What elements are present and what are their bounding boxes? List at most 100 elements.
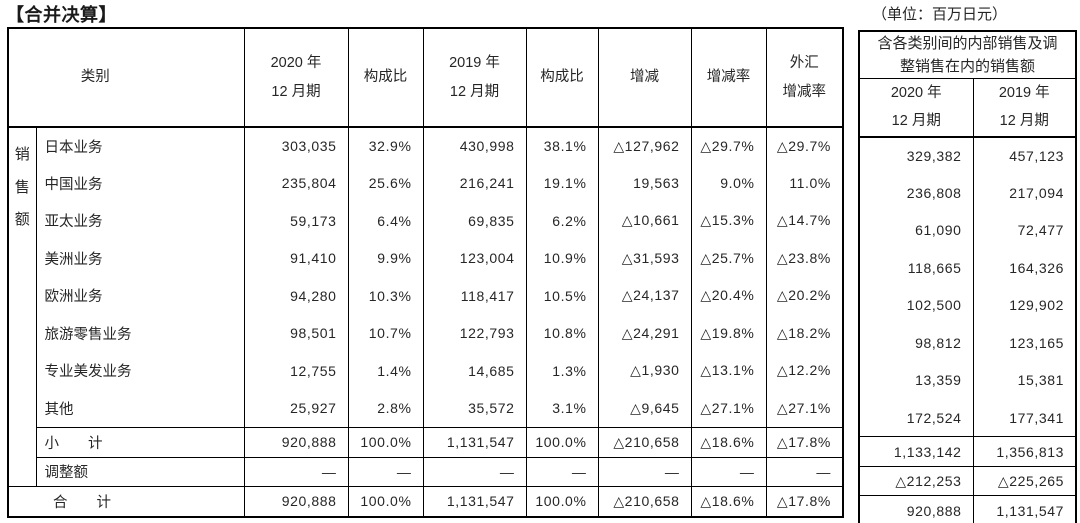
table-row-americas: 美洲业务 91,410 9.9% 123,004 10.9% △31,593 △… bbox=[8, 239, 844, 277]
ratio-2020-cell: 2.8% bbox=[347, 389, 424, 427]
header-2020-period: 2020 年 12 月期 bbox=[243, 28, 349, 128]
ratio-2019-cell: — bbox=[525, 456, 599, 486]
rt-row-europe: 102,500 129,902 bbox=[858, 286, 1077, 325]
category-cell: 旅游零售业务 bbox=[35, 314, 245, 352]
fx-rate-cell: △23.8% bbox=[765, 239, 844, 277]
change-rate-cell: — bbox=[690, 456, 767, 486]
unit-label: （单位：百万日元） bbox=[872, 6, 1008, 23]
fx-rate-cell: △18.2% bbox=[765, 314, 844, 352]
rt-2020-cell: 98,812 bbox=[858, 324, 974, 362]
sales-group-char: 额 bbox=[14, 211, 30, 228]
fx-rate-cell: △14.7% bbox=[765, 202, 844, 240]
category-cell: 小 计 bbox=[35, 426, 245, 457]
table-row-other: 其他 25,927 2.8% 35,572 3.1% △9,645 △27.1%… bbox=[8, 389, 844, 427]
rt-2019-cell: 457,123 bbox=[972, 136, 1077, 175]
rt-2020-cell: 920,888 bbox=[858, 495, 974, 523]
rt-row-asia-pacific: 61,090 72,477 bbox=[858, 211, 1077, 250]
fx-rate-cell: △17.8% bbox=[765, 485, 844, 517]
change-cell: △24,137 bbox=[597, 277, 692, 315]
value-2020-cell: 920,888 bbox=[243, 485, 349, 517]
sales-group-char: 销 bbox=[14, 146, 30, 163]
category-cell: 合 计 bbox=[7, 485, 245, 517]
rt-row-adjustment: △212,253 △225,265 bbox=[858, 466, 1077, 496]
change-rate-cell: △19.8% bbox=[690, 314, 767, 352]
rt-row-americas: 118,665 164,326 bbox=[858, 249, 1077, 287]
rt-2019-cell: 1,131,547 bbox=[972, 495, 1077, 523]
category-cell: 其他 bbox=[35, 389, 245, 427]
change-cell: △31,593 bbox=[597, 239, 692, 277]
ratio-2019-cell: 10.9% bbox=[525, 239, 599, 277]
value-2019-cell: 122,793 bbox=[422, 314, 527, 352]
table-row-total: 合 计 920,888 100.0% 1,131,547 100.0% △210… bbox=[7, 485, 844, 517]
rt-2020-cell: 61,090 bbox=[858, 211, 974, 250]
page-title: 【合并决算】 bbox=[6, 5, 117, 25]
ratio-2019-cell: 3.1% bbox=[525, 389, 599, 427]
internal-sales-table: 含各类别间的内部销售及调 整销售在内的销售额 2020 年 12 月期 2019… bbox=[858, 30, 1078, 523]
value-2019-cell: 1,131,547 bbox=[422, 485, 527, 517]
change-cell: △210,658 bbox=[597, 485, 692, 517]
value-2020-cell: 59,173 bbox=[243, 202, 349, 240]
rt-2020-cell: 102,500 bbox=[858, 286, 974, 325]
table-row-europe: 欧洲业务 94,280 10.3% 118,417 10.5% △24,137 … bbox=[8, 277, 844, 315]
change-cell: — bbox=[597, 456, 692, 486]
value-2020-cell: 91,410 bbox=[243, 239, 349, 277]
table-row-japan: 销 售 额 日本业务 303,035 32.9% 430,998 38.1% △… bbox=[7, 127, 844, 486]
ratio-2019-cell: 19.1% bbox=[525, 164, 599, 202]
table-row-asia-pacific: 亚太业务 59,173 6.4% 69,835 6.2% △10,661 △15… bbox=[8, 202, 844, 240]
ratio-2020-cell: 9.9% bbox=[347, 239, 424, 277]
change-rate-cell: △20.4% bbox=[690, 277, 767, 315]
rt-row-japan: 329,382 457,123 bbox=[858, 136, 1077, 175]
rt-row-other: 172,524 177,341 bbox=[858, 399, 1077, 437]
rt-2020-cell: 329,382 bbox=[858, 136, 974, 175]
segment-results-table: 类别 2020 年 12 月期 构成比 2019 年 12 月期 构成比 增减 … bbox=[7, 27, 844, 518]
fx-rate-cell: △20.2% bbox=[765, 277, 844, 315]
change-rate-cell: △27.1% bbox=[690, 389, 767, 427]
value-2020-cell: 920,888 bbox=[243, 426, 349, 457]
rt-header-2019-period: 2019 年 12 月期 bbox=[972, 78, 1077, 138]
fx-rate-cell: △27.1% bbox=[765, 389, 844, 427]
value-2020-cell: 25,927 bbox=[243, 389, 349, 427]
ratio-2019-cell: 1.3% bbox=[525, 352, 599, 390]
ratio-2020-cell: 100.0% bbox=[347, 485, 424, 517]
ratio-2020-cell: 25.6% bbox=[347, 164, 424, 202]
ratio-2020-cell: 10.3% bbox=[347, 277, 424, 315]
change-cell: 19,563 bbox=[597, 164, 692, 202]
change-rate-cell: △29.7% bbox=[690, 127, 767, 165]
change-cell: △127,962 bbox=[597, 127, 692, 165]
value-2020-cell: — bbox=[243, 456, 349, 486]
ratio-2020-cell: 100.0% bbox=[347, 426, 424, 457]
value-2019-cell: 430,998 bbox=[422, 127, 527, 165]
table-row-subtotal: 小 计 920,888 100.0% 1,131,547 100.0% △210… bbox=[8, 426, 844, 457]
value-2019-cell: 35,572 bbox=[422, 389, 527, 427]
value-2019-cell: 1,131,547 bbox=[422, 426, 527, 457]
value-2019-cell: 69,835 bbox=[422, 202, 527, 240]
value-2020-cell: 303,035 bbox=[243, 127, 349, 165]
rt-2019-cell: 72,477 bbox=[972, 211, 1077, 250]
header-row: 类别 2020 年 12 月期 构成比 2019 年 12 月期 构成比 增减 … bbox=[7, 28, 844, 128]
ratio-2020-cell: 32.9% bbox=[347, 127, 424, 165]
rt-2020-cell: 13,359 bbox=[858, 361, 974, 400]
header-category: 类别 bbox=[7, 28, 245, 128]
category-cell: 亚太业务 bbox=[35, 202, 245, 240]
table-row-adjustment: 调整额 — — — — — — — bbox=[8, 456, 844, 486]
value-2020-cell: 12,755 bbox=[243, 352, 349, 390]
rt-2020-cell: 1,133,142 bbox=[858, 436, 974, 467]
category-cell: 欧洲业务 bbox=[35, 277, 245, 315]
ratio-2019-cell: 10.8% bbox=[525, 314, 599, 352]
rt-2020-cell: △212,253 bbox=[858, 466, 974, 496]
change-cell: △24,291 bbox=[597, 314, 692, 352]
value-2019-cell: — bbox=[422, 456, 527, 486]
ratio-2019-cell: 38.1% bbox=[525, 127, 599, 165]
fx-rate-cell: 11.0% bbox=[765, 164, 844, 202]
change-cell: △210,658 bbox=[597, 426, 692, 457]
change-rate-cell: △15.3% bbox=[690, 202, 767, 240]
value-2020-cell: 94,280 bbox=[243, 277, 349, 315]
rt-2019-cell: 123,165 bbox=[972, 324, 1077, 362]
change-rate-cell: △18.6% bbox=[690, 485, 767, 517]
rt-row-total: 920,888 1,131,547 bbox=[858, 495, 1077, 523]
category-cell: 美洲业务 bbox=[35, 239, 245, 277]
rt-2019-cell: 177,341 bbox=[972, 399, 1077, 437]
rt-2019-cell: 129,902 bbox=[972, 286, 1077, 325]
value-2019-cell: 118,417 bbox=[422, 277, 527, 315]
ratio-2019-cell: 100.0% bbox=[525, 485, 599, 517]
